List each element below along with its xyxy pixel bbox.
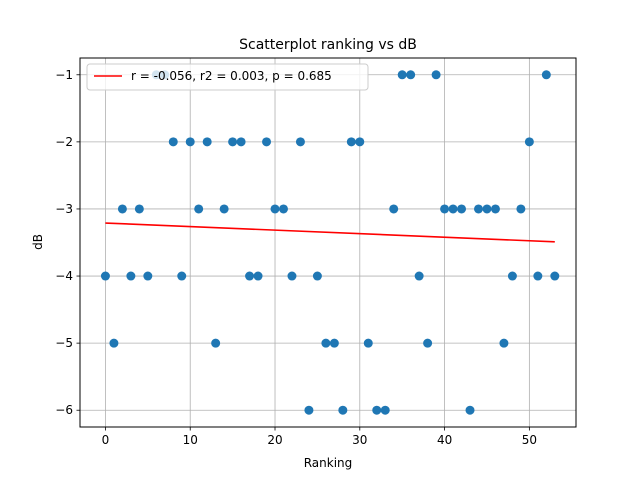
legend: r = -0.056, r2 = 0.003, p = 0.685 <box>86 63 369 91</box>
scatter-point <box>236 137 246 147</box>
x-tick-label: 20 <box>267 433 282 447</box>
scatter-point <box>134 204 144 214</box>
scatter-point <box>516 204 526 214</box>
regression-line <box>105 222 555 243</box>
scatter-point <box>389 204 399 214</box>
scatter-point <box>414 271 424 281</box>
x-tick-label: 10 <box>183 433 198 447</box>
scatter-point <box>278 204 288 214</box>
scatter-point <box>524 137 534 147</box>
scatter-point <box>295 137 305 147</box>
scatter-point <box>287 271 297 281</box>
x-tick-label: 0 <box>102 433 110 447</box>
y-tick-label: −5 <box>55 336 73 350</box>
scatter-point <box>507 271 517 281</box>
scatter-point <box>355 137 365 147</box>
data-points <box>100 70 560 415</box>
scatter-point <box>211 338 221 348</box>
scatter-point <box>321 338 331 348</box>
scatter-point <box>465 405 475 415</box>
scatter-point <box>194 204 204 214</box>
legend-box <box>86 63 369 91</box>
x-axis-ticks: 0 10 20 30 40 50 <box>102 427 537 447</box>
x-tick-label: 40 <box>437 433 452 447</box>
scatter-point <box>482 204 492 214</box>
scatter-point <box>143 271 153 281</box>
scatter-point <box>185 137 195 147</box>
scatter-point <box>270 204 280 214</box>
scatter-point <box>533 271 543 281</box>
scatter-point <box>473 204 483 214</box>
scatter-point <box>228 137 238 147</box>
scatter-point <box>168 137 178 147</box>
scatter-point <box>490 204 500 214</box>
chart-title: Scatterplot ranking vs dB <box>239 37 417 53</box>
scatter-point <box>329 338 339 348</box>
scatter-point <box>126 271 136 281</box>
scatter-point <box>397 70 407 80</box>
scatter-point <box>202 137 212 147</box>
scatter-point <box>406 70 416 80</box>
scatter-point <box>100 271 110 281</box>
y-axis-ticks: −1 −2 −3 −4 −5 −6 <box>55 68 80 417</box>
scatter-point <box>117 204 127 214</box>
y-tick-label: −6 <box>55 403 73 417</box>
scatter-point <box>457 204 467 214</box>
y-tick-label: −4 <box>55 269 73 283</box>
scatter-point <box>338 405 348 415</box>
scatter-point <box>346 137 356 147</box>
scatter-point <box>262 137 272 147</box>
scatter-point <box>499 338 509 348</box>
scatter-point <box>440 204 450 214</box>
scatter-point <box>423 338 433 348</box>
scatter-point <box>177 271 187 281</box>
scatter-point <box>380 405 390 415</box>
plot-frame <box>79 57 577 428</box>
scatter-point <box>245 271 255 281</box>
scatter-point <box>312 271 322 281</box>
x-tick-label: 30 <box>352 433 367 447</box>
scatter-point <box>253 271 263 281</box>
x-axis-label: Ranking <box>304 456 353 470</box>
scatter-point <box>304 405 314 415</box>
y-tick-label: −2 <box>55 135 73 149</box>
scatter-point <box>550 271 560 281</box>
scatter-point <box>372 405 382 415</box>
scatter-point <box>448 204 458 214</box>
scatter-point <box>363 338 373 348</box>
scatter-point <box>431 70 441 80</box>
y-tick-label: −3 <box>55 202 73 216</box>
scatter-point <box>219 204 229 214</box>
legend-label: r = -0.056, r2 = 0.003, p = 0.685 <box>131 69 332 83</box>
y-axis-label: dB <box>31 234 45 250</box>
scatter-point <box>541 70 551 80</box>
x-tick-label: 50 <box>522 433 537 447</box>
y-tick-label: −1 <box>55 68 73 82</box>
scatter-point <box>109 338 119 348</box>
regression-line-group <box>105 222 555 243</box>
